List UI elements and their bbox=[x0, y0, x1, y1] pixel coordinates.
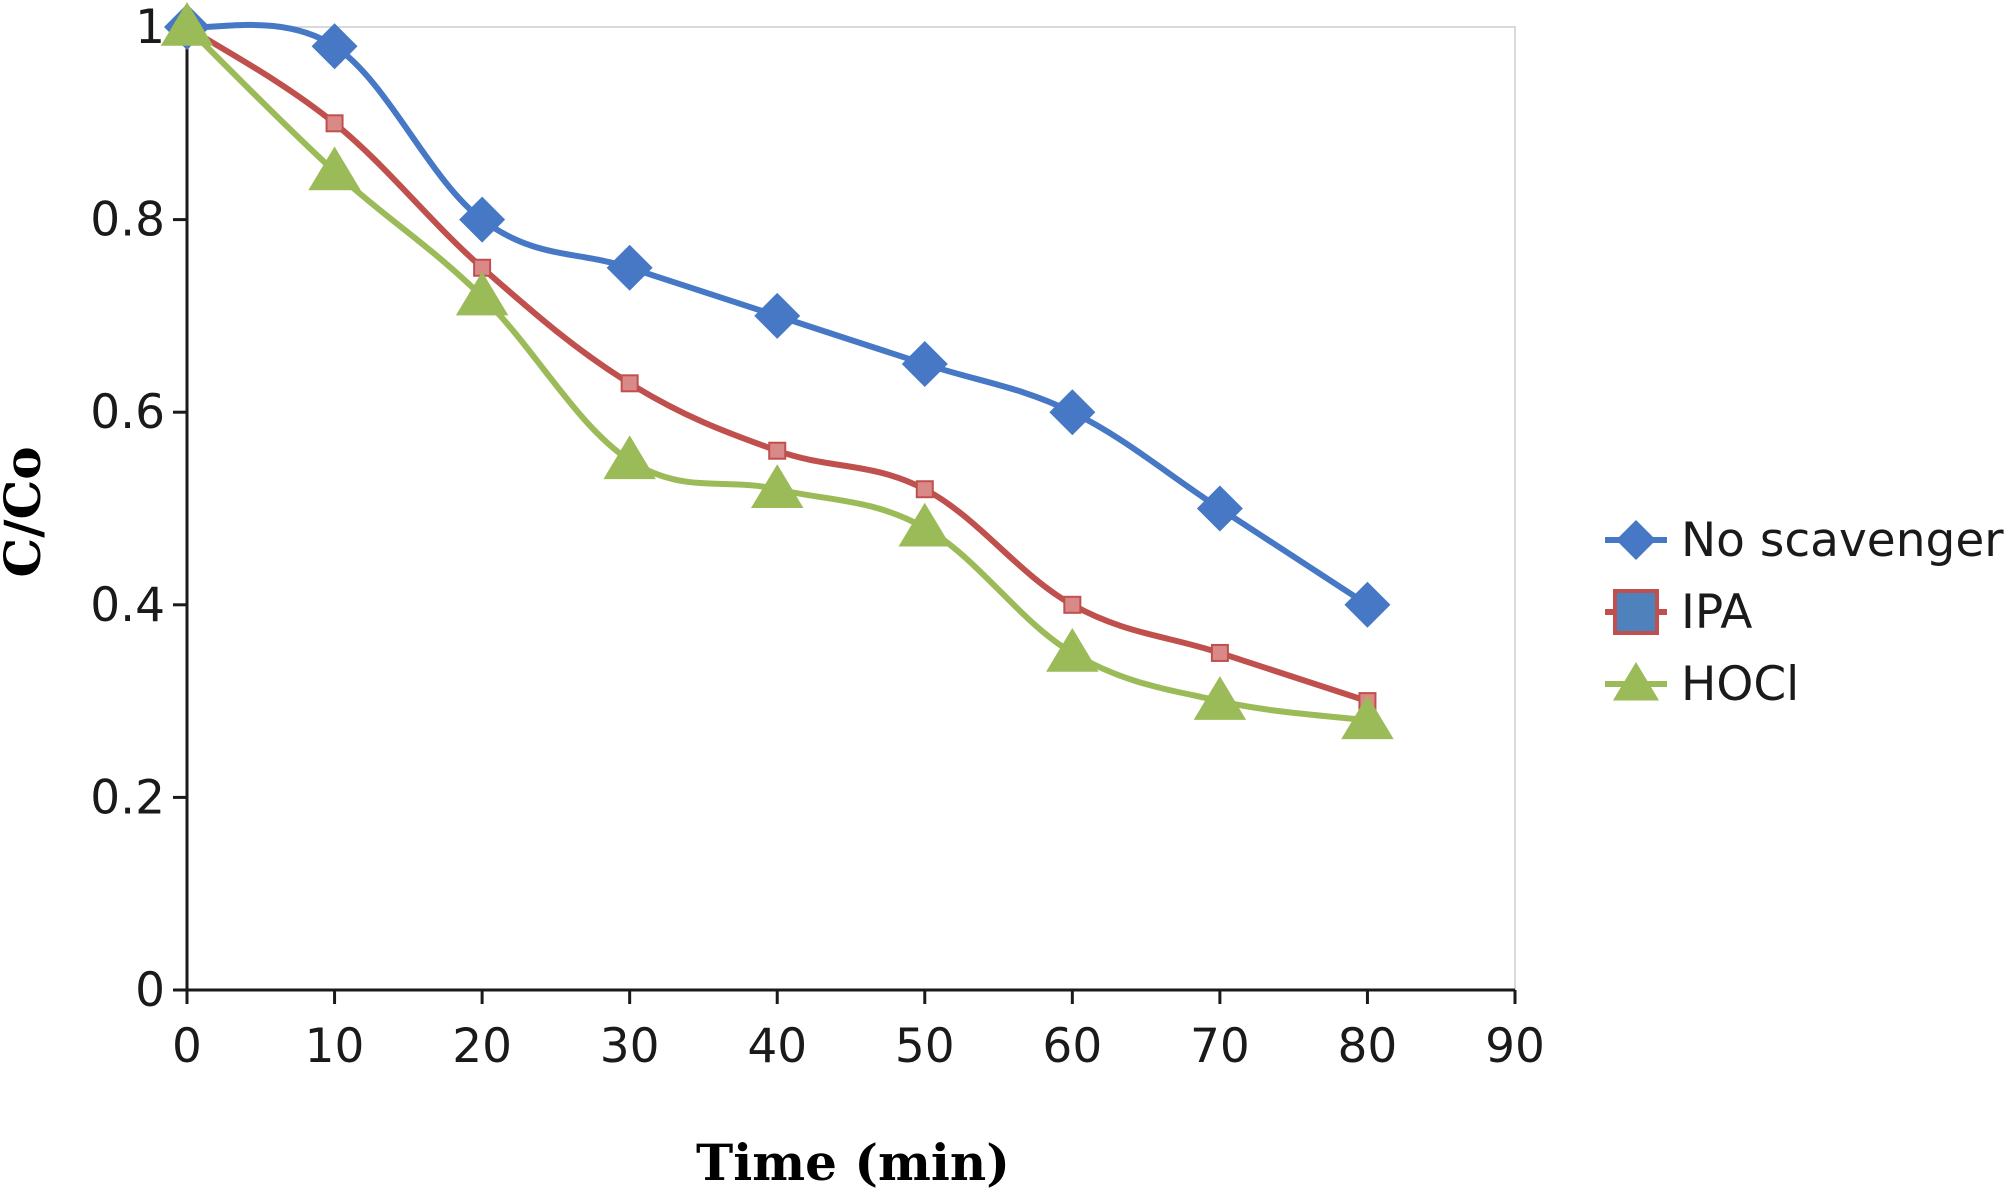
series-line bbox=[185, 24, 1369, 704]
series-layer bbox=[160, 2, 1394, 740]
x-tick-label: 80 bbox=[1338, 1019, 1398, 1074]
y-tick-label: 1 bbox=[135, 0, 165, 55]
data-point bbox=[1344, 581, 1391, 628]
legend-item: IPA bbox=[1605, 585, 1752, 640]
series-ipa bbox=[178, 18, 1377, 711]
legend-marker bbox=[1612, 662, 1660, 701]
x-axis-title: Time (min) bbox=[696, 1133, 1010, 1192]
x-tick-label: 40 bbox=[747, 1019, 807, 1074]
x-tick-label: 90 bbox=[1485, 1019, 1545, 1074]
legend-label: HOCl bbox=[1681, 657, 1799, 712]
x-tick-label: 10 bbox=[305, 1019, 365, 1074]
y-tick-label: 0.4 bbox=[90, 578, 165, 633]
data-point bbox=[754, 292, 801, 339]
data-point bbox=[603, 435, 656, 480]
y-tick-label: 0 bbox=[135, 963, 165, 1018]
legend-item: HOCl bbox=[1605, 657, 1799, 712]
data-point bbox=[1193, 676, 1247, 720]
legend-label: IPA bbox=[1681, 585, 1752, 640]
y-tick-label: 0.8 bbox=[90, 193, 165, 248]
legend-item: No scavenger bbox=[1605, 513, 2004, 568]
legend-marker bbox=[1616, 520, 1656, 560]
data-point bbox=[160, 2, 214, 46]
series-no-scavenger bbox=[164, 4, 1391, 628]
x-tick-label: 0 bbox=[172, 1019, 202, 1074]
data-point bbox=[1341, 695, 1394, 740]
legend-marker bbox=[1613, 589, 1659, 635]
data-point bbox=[606, 244, 653, 291]
y-tick-label: 0.6 bbox=[90, 385, 165, 440]
legend: No scavenger IPA HOCl bbox=[1605, 513, 2004, 712]
x-tick-label: 60 bbox=[1042, 1019, 1102, 1074]
data-point bbox=[1210, 643, 1229, 662]
data-point bbox=[620, 374, 639, 393]
data-point bbox=[1049, 389, 1096, 436]
x-tick-label: 20 bbox=[452, 1019, 512, 1074]
data-point bbox=[311, 23, 358, 70]
x-axis-ticks: 0 10 20 30 40 50 60 70 80 90 bbox=[172, 990, 1545, 1074]
x-tick-label: 50 bbox=[895, 1019, 955, 1074]
data-point bbox=[750, 464, 804, 508]
legend-label: No scavenger bbox=[1681, 513, 2004, 568]
data-point bbox=[1196, 485, 1243, 532]
data-point bbox=[308, 146, 361, 191]
y-axis-title: C/Co bbox=[0, 446, 52, 577]
x-tick-label: 30 bbox=[600, 1019, 660, 1074]
data-point bbox=[1046, 627, 1099, 672]
y-tick-label: 0.2 bbox=[90, 770, 165, 825]
data-point bbox=[901, 341, 948, 388]
data-point bbox=[915, 480, 934, 499]
data-point bbox=[459, 196, 506, 243]
axes bbox=[185, 25, 1515, 992]
data-point bbox=[898, 502, 952, 547]
data-point bbox=[455, 271, 509, 316]
series-hocl bbox=[160, 2, 1394, 740]
series-line bbox=[184, 24, 1368, 724]
x-tick-label: 70 bbox=[1190, 1019, 1250, 1074]
data-point bbox=[1063, 595, 1082, 614]
data-point bbox=[325, 114, 344, 133]
data-point bbox=[768, 441, 787, 460]
y-axis-ticks: 0 0.2 0.4 0.6 0.8 1 bbox=[90, 0, 187, 1018]
